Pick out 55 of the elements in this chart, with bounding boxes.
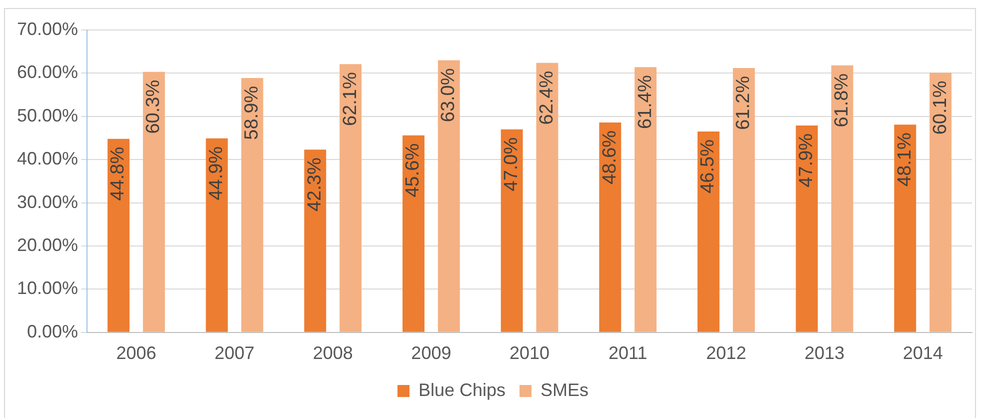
bar bbox=[402, 135, 424, 332]
data-label: 58.9% bbox=[241, 86, 262, 140]
bar bbox=[340, 64, 362, 332]
x-tick-label: 2011 bbox=[608, 343, 648, 364]
bar bbox=[732, 68, 755, 332]
x-tick-label: 2012 bbox=[706, 343, 746, 364]
data-label: 45.6% bbox=[402, 143, 424, 198]
y-tick-label: 0.00% bbox=[27, 321, 78, 342]
y-tick-label: 10.00% bbox=[16, 278, 78, 298]
bar bbox=[894, 124, 916, 332]
bar bbox=[796, 125, 818, 332]
data-label: 48.1% bbox=[894, 132, 916, 186]
data-label: 47.0% bbox=[501, 137, 522, 192]
legend-label: SMEs bbox=[540, 380, 589, 400]
x-tick-label: 2007 bbox=[214, 343, 255, 364]
x-tick-label: 2006 bbox=[116, 343, 156, 364]
y-tick-label: 40.00% bbox=[16, 148, 78, 169]
x-tick-label: 2010 bbox=[510, 343, 550, 364]
data-label: 61.8% bbox=[831, 73, 852, 128]
bar bbox=[142, 72, 165, 332]
data-label: 44.8% bbox=[108, 146, 129, 201]
y-tick-label: 50.00% bbox=[16, 105, 78, 126]
y-tick-label: 60.00% bbox=[16, 62, 78, 82]
bar bbox=[536, 62, 558, 332]
bar bbox=[108, 138, 130, 332]
bar bbox=[206, 138, 228, 332]
y-tick-label: 20.00% bbox=[16, 234, 78, 255]
data-label: 46.5% bbox=[698, 139, 719, 194]
bar bbox=[500, 129, 523, 332]
data-label: 62.4% bbox=[536, 70, 558, 125]
legend-label: Blue Chips bbox=[418, 380, 506, 400]
bar bbox=[930, 72, 952, 332]
bar bbox=[698, 132, 720, 332]
bar bbox=[438, 60, 460, 332]
bar bbox=[599, 122, 622, 332]
bar bbox=[831, 65, 854, 332]
data-label: 47.9% bbox=[796, 133, 818, 188]
bar bbox=[241, 78, 264, 332]
data-label: 61.4% bbox=[634, 75, 656, 130]
y-tick-label: 30.00% bbox=[16, 192, 78, 212]
x-tick-label: 2014 bbox=[902, 343, 943, 364]
y-tick-label: 70.00% bbox=[16, 18, 78, 39]
bar bbox=[304, 150, 326, 332]
data-label: 61.2% bbox=[733, 76, 754, 130]
data-label: 63.0% bbox=[438, 68, 460, 122]
x-tick-label: 2009 bbox=[411, 343, 452, 364]
data-label: 60.3% bbox=[143, 80, 164, 134]
data-label: 62.1% bbox=[340, 72, 361, 126]
x-tick-label: 2008 bbox=[312, 343, 353, 364]
bar bbox=[634, 67, 657, 332]
data-label: 48.6% bbox=[599, 130, 620, 184]
x-tick-label: 2013 bbox=[804, 343, 845, 364]
data-label: 42.3% bbox=[304, 158, 326, 212]
data-label: 44.9% bbox=[206, 146, 228, 200]
data-label: 60.1% bbox=[930, 80, 951, 135]
